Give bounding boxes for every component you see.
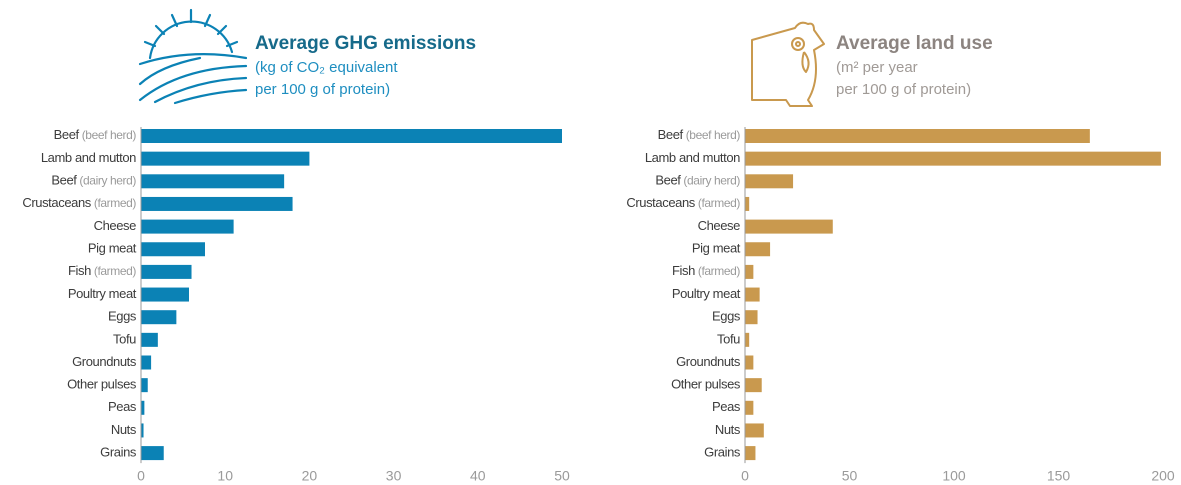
x-tick-label: 50 xyxy=(842,468,858,484)
bar xyxy=(745,242,771,257)
x-tick-label: 200 xyxy=(1151,468,1175,484)
panel-subtitle: (m² per year xyxy=(836,59,918,76)
bar xyxy=(141,242,205,257)
bar xyxy=(141,355,152,370)
x-tick-label: 30 xyxy=(386,468,402,484)
bar xyxy=(745,332,750,347)
category-label: Peas xyxy=(108,399,137,414)
bar xyxy=(141,264,192,279)
panel-subtitle: per 100 g of protein) xyxy=(836,81,971,98)
category-label: Eggs xyxy=(712,309,741,324)
category-label: Other pulses xyxy=(67,377,137,392)
panel-subtitle: per 100 g of protein) xyxy=(255,81,390,98)
bar xyxy=(141,400,145,415)
x-tick-label: 40 xyxy=(470,468,486,484)
category-label: Grains xyxy=(100,445,137,460)
category-label: Nuts xyxy=(715,422,741,437)
category-label: Beef (dairy herd) xyxy=(51,173,136,188)
category-label: Crustaceans (farmed) xyxy=(22,195,136,210)
bar xyxy=(141,332,158,347)
category-label: Other pulses xyxy=(671,377,741,392)
panel-subtitle: (kg of CO₂ equivalent xyxy=(255,59,398,76)
category-label: Grains xyxy=(704,445,741,460)
category-label: Lamb and mutton xyxy=(645,150,740,165)
category-label: Peas xyxy=(712,399,741,414)
bar xyxy=(745,264,754,279)
x-tick-label: 50 xyxy=(554,468,570,484)
category-label: Lamb and mutton xyxy=(41,150,136,165)
x-tick-label: 0 xyxy=(137,468,145,484)
category-label: Tofu xyxy=(113,331,136,346)
bar xyxy=(141,423,144,438)
panel-title: Average land use xyxy=(836,33,993,54)
bar xyxy=(745,287,760,302)
category-label: Eggs xyxy=(108,309,137,324)
bar xyxy=(141,310,177,325)
category-label: Beef (dairy herd) xyxy=(655,173,740,188)
bar xyxy=(141,378,148,393)
bar xyxy=(141,151,310,166)
bar xyxy=(745,378,762,393)
category-label: Groundnuts xyxy=(676,354,741,369)
category-label: Fish (farmed) xyxy=(672,263,740,278)
panel-title: Average GHG emissions xyxy=(255,33,476,54)
x-tick-label: 0 xyxy=(741,468,749,484)
category-label: Poultry meat xyxy=(672,286,741,301)
x-tick-label: 100 xyxy=(942,468,966,484)
land-icon xyxy=(751,21,825,107)
bar xyxy=(745,151,1161,166)
bar xyxy=(745,423,764,438)
x-tick-label: 20 xyxy=(302,468,318,484)
x-tick-label: 10 xyxy=(217,468,233,484)
ghg-icon xyxy=(138,8,248,105)
category-label: Cheese xyxy=(698,218,741,233)
category-label: Tofu xyxy=(717,331,740,346)
bar xyxy=(745,219,833,234)
bar xyxy=(141,446,164,461)
category-label: Crustaceans (farmed) xyxy=(626,195,740,210)
bar xyxy=(745,400,754,415)
bar xyxy=(745,129,1090,143)
category-label: Pig meat xyxy=(692,241,741,256)
category-label: Pig meat xyxy=(88,241,137,256)
x-tick-label: 150 xyxy=(1047,468,1071,484)
category-label: Beef (beef herd) xyxy=(54,127,137,142)
bar xyxy=(141,129,562,143)
bar xyxy=(141,219,234,234)
category-label: Groundnuts xyxy=(72,354,137,369)
category-label: Cheese xyxy=(94,218,137,233)
bar xyxy=(745,446,756,461)
category-label: Poultry meat xyxy=(68,286,137,301)
bar xyxy=(745,196,750,211)
category-label: Beef (beef herd) xyxy=(658,127,741,142)
bar xyxy=(141,287,189,302)
category-label: Fish (farmed) xyxy=(68,263,136,278)
bar xyxy=(141,174,285,189)
bar xyxy=(141,196,293,211)
bar xyxy=(745,174,794,189)
bar xyxy=(745,355,754,370)
bar xyxy=(745,310,758,325)
category-label: Nuts xyxy=(111,422,137,437)
